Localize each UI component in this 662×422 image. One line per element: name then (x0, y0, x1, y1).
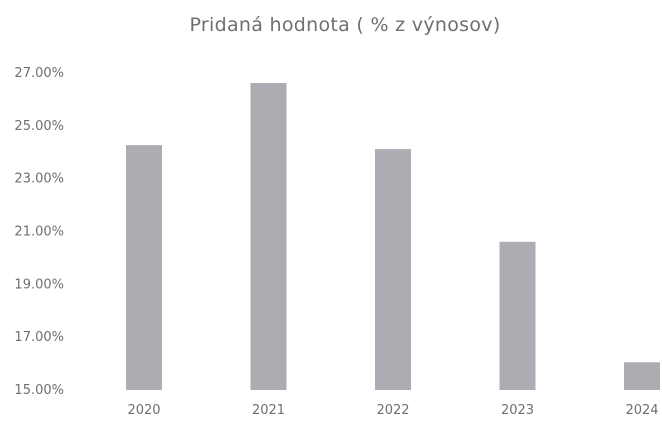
y-tick-label: 19.00% (14, 277, 64, 292)
x-tick-label: 2020 (127, 403, 160, 418)
bar-2024 (624, 362, 660, 390)
x-tick-label: 2023 (501, 403, 534, 418)
y-tick-label: 27.00% (14, 66, 64, 81)
x-tick-label: 2024 (625, 403, 658, 418)
y-tick-label: 25.00% (14, 119, 64, 134)
bar-2020 (126, 145, 162, 390)
y-tick-label: 21.00% (14, 225, 64, 240)
x-tick-label: 2022 (376, 403, 409, 418)
chart-title: Pridaná hodnota ( % z výnosov) (189, 14, 501, 36)
bar-2022 (375, 149, 411, 390)
y-tick-label: 17.00% (14, 330, 64, 345)
x-tick-label: 2021 (252, 403, 285, 418)
bar-2021 (250, 83, 287, 390)
bar-2023 (499, 241, 536, 390)
y-tick-label: 23.00% (14, 172, 64, 187)
y-tick-label: 15.00% (14, 383, 64, 398)
